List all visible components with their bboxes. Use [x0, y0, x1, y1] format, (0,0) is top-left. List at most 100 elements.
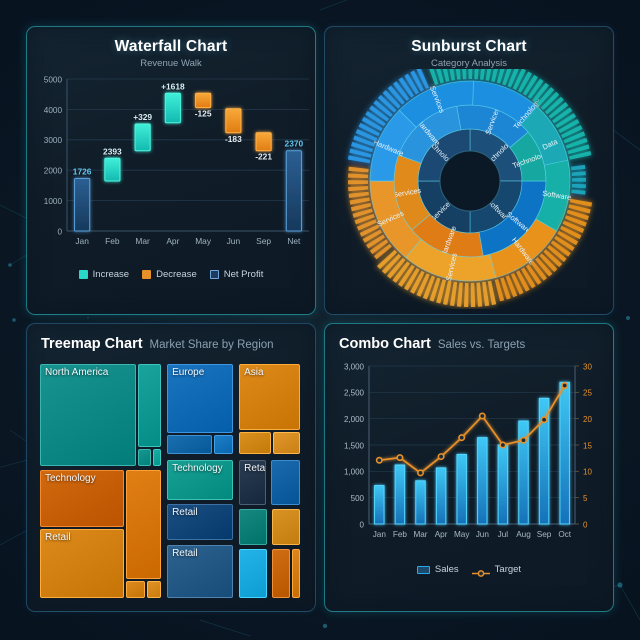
treemap-tile[interactable]: Asia [239, 364, 300, 431]
treemap-tile[interactable] [147, 581, 162, 598]
treemap-tile[interactable]: Retail [239, 459, 266, 505]
sunburst-outer-tick [404, 73, 419, 95]
svg-text:0: 0 [57, 227, 62, 236]
sunburst-chart-panel[interactable]: Sunburst Chart Category Analysis Technol… [324, 26, 614, 315]
treemap-tile[interactable]: North America [40, 364, 137, 466]
treemap-chart-panel[interactable]: Treemap Chart Market Share by Region Nor… [26, 323, 316, 612]
waterfall-bar-label: 2370 [285, 139, 304, 149]
sunburst-outer-tick [404, 267, 420, 291]
treemap-tile[interactable] [126, 581, 146, 598]
svg-text:5000: 5000 [44, 75, 63, 84]
legend-item[interactable]: Decrease [142, 269, 197, 280]
treemap-tile[interactable] [138, 364, 162, 447]
legend-label: Sales [434, 564, 459, 575]
treemap-tile[interactable] [167, 434, 213, 455]
treemap-tile[interactable]: Retail [40, 529, 125, 598]
legend-swatch [416, 565, 430, 574]
treemap-tile[interactable] [273, 432, 300, 455]
waterfall-chart-panel[interactable]: Waterfall Chart Revenue Walk 0 1000 2000 30… [26, 26, 316, 315]
treemap-tile[interactable] [126, 470, 162, 580]
combo-chart-panel[interactable]: Combo Chart Sales vs. Targets 0 500 1,000 1… [324, 323, 614, 612]
legend-item[interactable]: Increase [78, 269, 130, 280]
waterfall-x-tick: Jun [227, 236, 241, 246]
sunburst-outer-tick [362, 229, 383, 243]
treemap-tile[interactable]: Retail [167, 544, 234, 598]
sunburst-outer-tick [442, 280, 452, 305]
treemap-tile[interactable] [271, 509, 300, 545]
treemap-tile[interactable] [271, 549, 290, 598]
treemap-plot[interactable]: North America Technology Retail Europe Techn… [40, 364, 302, 600]
combo-plot[interactable]: 0 500 1,000 1,500 2,000 2,500 3,000 0 5 10 15 20 25 3… [325, 352, 614, 564]
treemap-tile[interactable]: Technology [167, 459, 234, 501]
combo-bar [538, 397, 550, 525]
legend-item[interactable]: Target [471, 564, 521, 577]
combo-left-tick: 1,000 [344, 468, 365, 477]
treemap-tile[interactable] [138, 448, 151, 466]
sunburst-outer-tick [349, 148, 372, 158]
legend-label: Decrease [156, 269, 197, 280]
waterfall-legend: Increase Decrease Net Profit [27, 269, 315, 280]
sunburst-outer-tick [442, 69, 450, 82]
sunburst-outer-tick [449, 281, 458, 307]
sunburst-outer-tick [359, 224, 380, 237]
sunburst-outer-tick [566, 209, 589, 221]
sunburst-outer-tick [527, 78, 544, 99]
sunburst-plot[interactable]: TechnologySoftwareServicesTechnologySoft… [325, 69, 614, 309]
waterfall-bar [285, 150, 302, 232]
legend-swatch [78, 270, 88, 279]
waterfall-bar [74, 178, 91, 232]
combo-x-tick: Mar [413, 530, 427, 539]
sunburst-outer-tick [350, 202, 372, 212]
sunburst-outer-tick [571, 189, 586, 195]
treemap-tile[interactable] [270, 459, 300, 505]
waterfall-bar-label: +1618 [161, 81, 185, 91]
sunburst-outer-tick [479, 69, 485, 80]
treemap-tile[interactable] [239, 432, 272, 455]
sunburst-segment [398, 80, 474, 128]
sunburst-rings: TechnologySoftwareServicesTechnologySoft… [369, 80, 572, 282]
treemap-tile-label: Technology [172, 462, 223, 474]
sunburst-outer-tick [557, 230, 579, 246]
sunburst-outer-tick [544, 96, 564, 115]
sunburst-outer-tick [436, 69, 444, 84]
sunburst-title: Sunburst Chart [411, 38, 527, 55]
sunburst-outer-tick [502, 69, 512, 86]
treemap-tile[interactable] [152, 448, 162, 466]
combo-bar [477, 437, 488, 525]
combo-bar [497, 444, 509, 525]
sunburst-outer-tick [410, 270, 425, 294]
combo-title: Combo Chart [339, 336, 431, 352]
treemap-tile[interactable] [239, 509, 268, 545]
sunburst-outer-tick [505, 275, 518, 298]
treemap-tile[interactable]: Retail [167, 504, 234, 541]
combo-x-tick: Jun [476, 530, 490, 539]
legend-item[interactable]: Sales [416, 564, 459, 575]
sunburst-outer-tick [398, 77, 415, 98]
waterfall-title: Waterfall Chart [114, 38, 228, 55]
combo-bar [394, 464, 406, 525]
combo-target-marker [375, 456, 383, 464]
combo-target-marker [540, 416, 548, 424]
treemap-tile[interactable]: Technology [40, 470, 125, 528]
sunburst-outer-tick [352, 208, 373, 218]
combo-right-tick: 5 [583, 494, 588, 503]
treemap-tile-label: Retail [172, 507, 198, 519]
treemap-tile[interactable] [214, 434, 234, 455]
waterfall-plot[interactable]: 0 1000 2000 3000 4000 5000 1726 2393 +329 +1618 -1… [27, 69, 316, 269]
sunburst-outer-tick [548, 101, 569, 119]
legend-swatch [209, 270, 219, 279]
legend-label: Increase [92, 269, 130, 280]
treemap-subtitle: Market Share by Region [149, 339, 274, 351]
legend-item[interactable]: Net Profit [209, 269, 263, 280]
treemap-tile[interactable]: Europe [167, 364, 234, 433]
waterfall-bar-label: 2393 [103, 146, 122, 156]
treemap-tile[interactable] [239, 549, 268, 598]
treemap-tile-label: Retail [45, 532, 71, 544]
sunburst-outer-tick [410, 70, 424, 92]
sunburst-outer-tick [455, 69, 461, 80]
sunburst-outer-tick [571, 183, 586, 189]
waterfall-x-tick: Apr [166, 236, 179, 246]
treemap-tile[interactable] [291, 549, 300, 598]
combo-left-tick: 3,000 [344, 362, 365, 371]
treemap-tile-label: North America [45, 367, 109, 378]
